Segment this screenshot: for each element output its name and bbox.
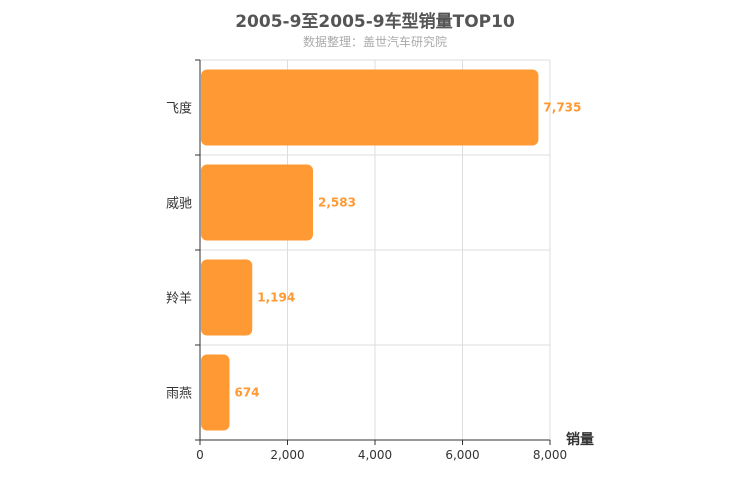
y-tick-label: 飞度	[166, 101, 192, 117]
x-tick-label: 2,000	[270, 448, 304, 462]
bar	[201, 69, 539, 146]
chart-title: 2005-9至2005-9车型销量TOP10	[235, 12, 515, 32]
data-label: 2,583	[318, 196, 356, 210]
x-tick-label: 6,000	[445, 448, 479, 462]
x-axis-label: 销量	[566, 431, 594, 448]
chart-subtitle: 数据整理：盖世汽车研究院	[302, 35, 447, 49]
x-tick-label: 4,000	[358, 448, 392, 462]
bar	[201, 354, 230, 431]
data-label: 7,735	[543, 101, 581, 115]
x-tick-label: 8,000	[533, 448, 567, 462]
bar	[201, 259, 253, 336]
y-tick-label: 雨燕	[166, 387, 192, 402]
y-tick-label: 威驰	[166, 197, 192, 212]
data-label: 674	[234, 386, 259, 400]
x-tick-label: 0	[196, 448, 204, 462]
bar	[201, 164, 314, 241]
y-tick-label: 羚羊	[166, 291, 192, 307]
data-label: 1,194	[257, 291, 295, 305]
